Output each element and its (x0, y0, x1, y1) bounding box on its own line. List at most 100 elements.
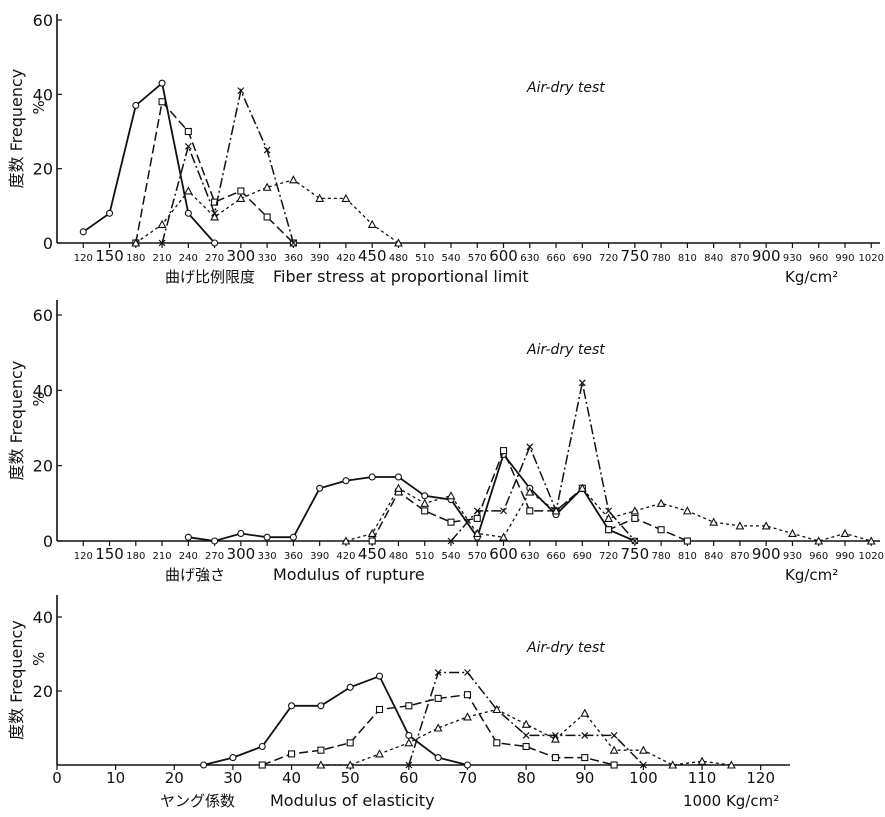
data-point (605, 507, 613, 515)
data-point (683, 537, 691, 545)
series-line (135, 100, 294, 244)
x-tick-label: 20 (165, 769, 184, 787)
data-point (263, 533, 271, 541)
data-point (200, 761, 208, 769)
series-square (258, 691, 618, 769)
data-point-stroke (522, 731, 530, 739)
annotation-air-dry-test: Air-dry test (526, 640, 605, 656)
series-line (161, 88, 295, 244)
x-tick-label: 540 (441, 253, 460, 264)
data-point (105, 209, 114, 217)
data-point (551, 734, 560, 743)
data-point (262, 182, 272, 191)
data-point (447, 518, 455, 526)
data-point (473, 507, 481, 515)
data-point (631, 537, 639, 545)
data-point (405, 761, 413, 769)
data-point (258, 742, 266, 751)
data-point (581, 731, 589, 739)
x-tick-label: 600 (489, 545, 518, 563)
data-point (289, 533, 297, 541)
x-tick-label: 870 (730, 551, 749, 562)
x-tick-label: 90 (575, 769, 594, 787)
y-axis-label-jp: 度数 (7, 151, 26, 188)
y-unit-label: % (30, 652, 48, 666)
data-point (420, 498, 430, 507)
data-point-stroke (610, 731, 618, 739)
x-tick-label: 270 (205, 551, 224, 562)
data-point (434, 754, 442, 762)
x-tick-label: 750 (621, 247, 650, 265)
x-tick-label: 50 (341, 769, 360, 787)
data-point (341, 193, 351, 202)
x-tick-label: 330 (258, 253, 277, 264)
y-tick-label: 0 (43, 532, 53, 551)
data-point (184, 209, 192, 217)
x-axis-label-en: Modulus of elasticity (270, 791, 435, 810)
data-point (367, 219, 377, 228)
series-triangle (131, 175, 403, 247)
data-point (405, 702, 413, 710)
x-tick-label: 900 (752, 247, 781, 265)
x-tick-label: 150 (95, 247, 124, 265)
data-point (289, 239, 297, 247)
data-point-stroke (526, 443, 534, 451)
x-tick-label: 390 (310, 253, 329, 264)
x-tick-label: 120 (74, 253, 93, 264)
x-tick-label: 0 (52, 769, 62, 787)
x-tick-label: 720 (599, 253, 618, 264)
x-tick-label: 930 (783, 551, 802, 562)
y-unit-label: % (30, 392, 48, 406)
x-tick-label: 870 (730, 253, 749, 264)
annotation-air-dry-test: Air-dry test (526, 80, 605, 96)
data-point (394, 483, 403, 492)
annotation-air-dry-test: Air-dry test (526, 342, 605, 358)
data-point (605, 526, 613, 534)
x-tick-label: 450 (358, 247, 387, 265)
x-tick-label: 240 (179, 253, 198, 264)
data-point (581, 754, 589, 762)
data-point (609, 745, 619, 754)
data-point (342, 477, 350, 485)
data-point (368, 537, 376, 545)
series-square (368, 447, 691, 545)
data-point (184, 127, 192, 136)
chart-panel-3: 20 40 0 10 20 30 40 50 60 70 80 90 100 110 120 度数 Frequ… (7, 595, 790, 810)
data-point-stroke (473, 507, 481, 515)
data-point (263, 146, 271, 154)
data-point-stroke (581, 731, 589, 739)
data-point (656, 498, 666, 507)
data-point (288, 750, 296, 758)
data-point (375, 705, 384, 714)
data-point (288, 702, 296, 710)
data-point (405, 731, 413, 739)
series-square (132, 98, 297, 247)
data-point (316, 484, 324, 492)
x-tick-label: 100 (629, 769, 658, 787)
x-tick-label: 840 (704, 551, 723, 562)
data-point (237, 529, 245, 538)
x-axis-label-en: Fiber stress at proportional limit (273, 267, 529, 286)
series-x (447, 379, 639, 545)
x-tick-label: 960 (809, 253, 828, 264)
y-tick-label: 40 (33, 381, 53, 400)
data-point (211, 537, 219, 545)
x-tick-label: 150 (95, 545, 124, 563)
data-point (580, 708, 590, 717)
data-point (493, 739, 501, 747)
data-point (499, 532, 508, 541)
x-tick-label: 180 (126, 551, 145, 562)
x-tick-label: 930 (783, 253, 802, 264)
x-unit-label: Kg/cm² (785, 566, 838, 584)
data-point-stroke (184, 142, 192, 150)
y-tick-label: 20 (33, 457, 53, 476)
x-tick-label: 60 (399, 769, 418, 787)
data-point (814, 536, 824, 545)
data-point (638, 745, 648, 754)
x-tick-label: 990 (835, 253, 854, 264)
x-tick-label: 1020 (859, 253, 884, 264)
data-point (157, 219, 167, 228)
data-point (404, 738, 414, 747)
x-tick-label: 360 (284, 551, 303, 562)
